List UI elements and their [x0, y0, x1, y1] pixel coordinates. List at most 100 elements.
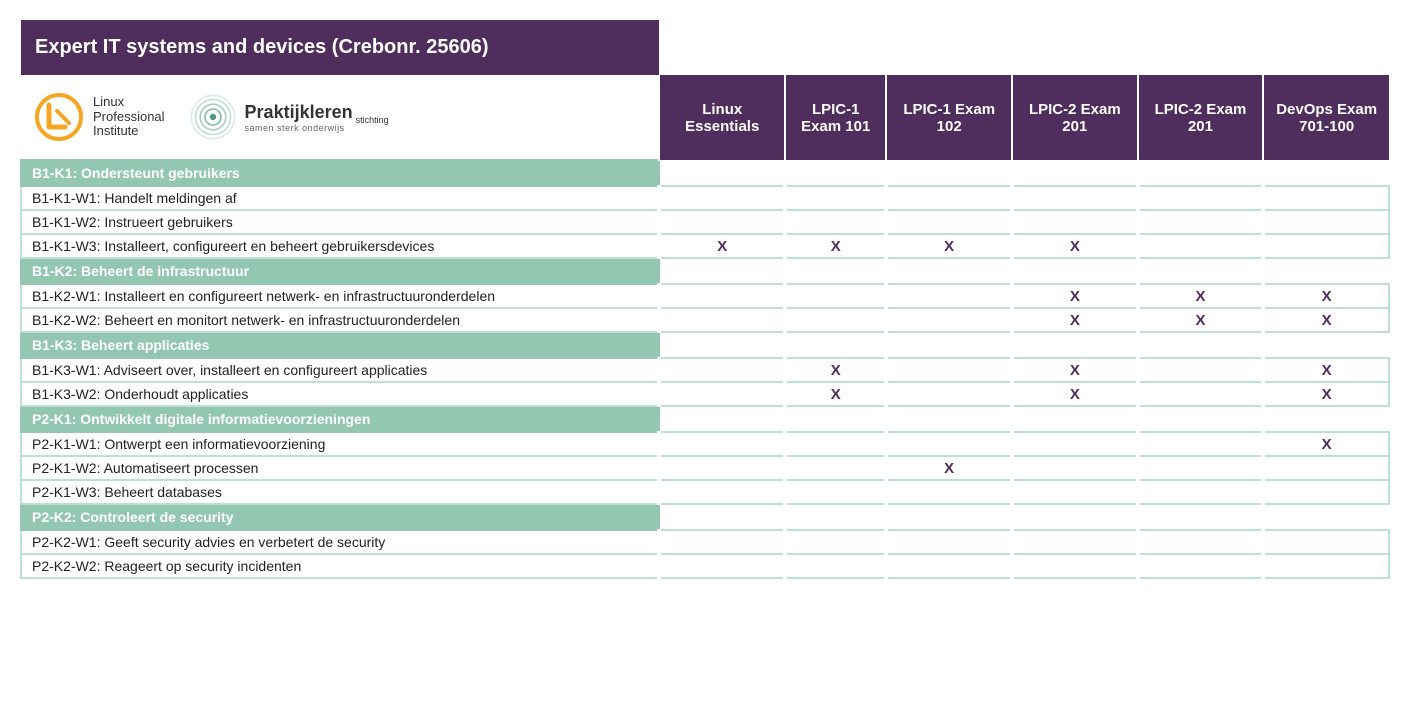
mark-cell	[1263, 456, 1389, 480]
mark-cell: X	[1012, 234, 1138, 258]
mark-cell	[659, 456, 785, 480]
section-header: B1-K2: Beheert de infrastructuur	[21, 258, 659, 284]
mark-cell	[659, 382, 785, 406]
mark-cell	[886, 358, 1012, 382]
competency-row-label: B1-K3-W2: Onderhoudt applicaties	[21, 382, 659, 406]
mark-cell	[886, 382, 1012, 406]
mark-cell: X	[1138, 308, 1264, 332]
mark-cell	[1138, 456, 1264, 480]
mark-cell	[1012, 432, 1138, 456]
section-header: B1-K1: Ondersteunt gebruikers	[21, 160, 659, 186]
mark-cell: X	[1263, 358, 1389, 382]
mark-cell: X	[785, 382, 886, 406]
mark-cell: X	[1012, 308, 1138, 332]
mark-cell	[785, 186, 886, 210]
section-header: P2-K2: Controleert de security	[21, 504, 659, 530]
mark-cell	[1138, 358, 1264, 382]
mark-cell	[1012, 210, 1138, 234]
competency-row-label: P2-K2-W2: Reageert op security incidente…	[21, 554, 659, 578]
mark-cell	[1138, 186, 1264, 210]
mark-cell	[785, 530, 886, 554]
mark-cell	[659, 530, 785, 554]
mark-cell	[886, 480, 1012, 504]
mark-cell: X	[1263, 308, 1389, 332]
mark-cell	[659, 210, 785, 234]
mark-cell	[1263, 210, 1389, 234]
mark-cell	[659, 554, 785, 578]
mark-cell	[1012, 480, 1138, 504]
competency-row-label: B1-K2-W1: Installeert en configureert ne…	[21, 284, 659, 308]
mark-cell	[659, 358, 785, 382]
logo-cell: Linux Professional Institute Praktijkler…	[21, 75, 659, 160]
mark-cell: X	[1263, 432, 1389, 456]
competency-row-label: P2-K2-W1: Geeft security advies en verbe…	[21, 530, 659, 554]
competency-row-label: B1-K3-W1: Adviseert over, installeert en…	[21, 358, 659, 382]
mark-cell	[1012, 456, 1138, 480]
mark-cell	[785, 554, 886, 578]
competency-matrix-table: Expert IT systems and devices (Crebonr. …	[20, 20, 1390, 579]
mark-cell: X	[1012, 382, 1138, 406]
exam-column-header: LPIC-2 Exam 201	[1138, 75, 1264, 160]
mark-cell: X	[1138, 284, 1264, 308]
mark-cell	[886, 530, 1012, 554]
section-header: P2-K1: Ontwikkelt digitale informatievoo…	[21, 406, 659, 432]
lpi-logo-text: Linux Professional Institute	[93, 95, 165, 140]
mark-cell: X	[1263, 284, 1389, 308]
mark-cell	[1263, 530, 1389, 554]
mark-cell	[1263, 186, 1389, 210]
mark-cell	[1138, 234, 1264, 258]
mark-cell: X	[1012, 284, 1138, 308]
mark-cell	[1012, 530, 1138, 554]
mark-cell	[1263, 234, 1389, 258]
mark-cell	[785, 284, 886, 308]
mark-cell	[1138, 530, 1264, 554]
mark-cell	[886, 186, 1012, 210]
mark-cell: X	[1263, 382, 1389, 406]
mark-cell	[659, 186, 785, 210]
competency-row-label: P2-K1-W2: Automatiseert processen	[21, 456, 659, 480]
mark-cell	[1012, 554, 1138, 578]
competency-row-label: B1-K1-W2: Instrueert gebruikers	[21, 210, 659, 234]
competency-row-label: B1-K2-W2: Beheert en monitort netwerk- e…	[21, 308, 659, 332]
mark-cell: X	[785, 234, 886, 258]
competency-row-label: P2-K1-W3: Beheert databases	[21, 480, 659, 504]
mark-cell	[659, 308, 785, 332]
mark-cell	[659, 432, 785, 456]
exam-column-header: LPIC-1 Exam 101	[785, 75, 886, 160]
mark-cell: X	[1012, 358, 1138, 382]
mark-cell	[659, 480, 785, 504]
mark-cell	[1138, 480, 1264, 504]
mark-cell	[1138, 382, 1264, 406]
mark-cell	[1138, 554, 1264, 578]
mark-cell	[886, 210, 1012, 234]
mark-cell	[659, 284, 785, 308]
lpi-logo-icon	[35, 93, 83, 141]
document-title: Expert IT systems and devices (Crebonr. …	[21, 20, 659, 75]
mark-cell: X	[886, 456, 1012, 480]
mark-cell	[1263, 554, 1389, 578]
mark-cell	[785, 480, 886, 504]
mark-cell	[785, 456, 886, 480]
mark-cell	[785, 308, 886, 332]
competency-row-label: B1-K1-W1: Handelt meldingen af	[21, 186, 659, 210]
mark-cell	[886, 554, 1012, 578]
mark-cell	[886, 308, 1012, 332]
exam-column-header: LPIC-1 Exam 102	[886, 75, 1012, 160]
praktijkleren-swirl-icon	[189, 93, 237, 141]
mark-cell: X	[886, 234, 1012, 258]
exam-column-header: Linux Essentials	[659, 75, 785, 160]
mark-cell: X	[785, 358, 886, 382]
exam-column-header: LPIC-2 Exam 201	[1012, 75, 1138, 160]
section-header: B1-K3: Beheert applicaties	[21, 332, 659, 358]
mark-cell	[1263, 480, 1389, 504]
mark-cell	[886, 284, 1012, 308]
mark-cell	[1138, 210, 1264, 234]
competency-row-label: P2-K1-W1: Ontwerpt een informatievoorzie…	[21, 432, 659, 456]
exam-column-header: DevOps Exam 701-100	[1263, 75, 1389, 160]
mark-cell	[1138, 432, 1264, 456]
mark-cell	[785, 210, 886, 234]
praktijkleren-logo-text: Praktijkleren stichting samen sterk onde…	[245, 102, 389, 133]
mark-cell	[1012, 186, 1138, 210]
competency-row-label: B1-K1-W3: Installeert, configureert en b…	[21, 234, 659, 258]
mark-cell	[785, 432, 886, 456]
